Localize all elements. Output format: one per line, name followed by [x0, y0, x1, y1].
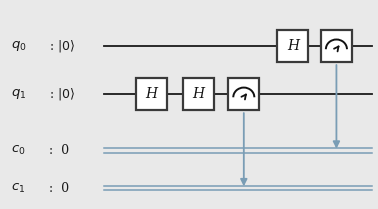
Text: H: H [287, 39, 299, 53]
Bar [136, 78, 167, 110]
Bar [277, 30, 308, 62]
Text: : $|0\rangle$: : $|0\rangle$ [49, 38, 75, 54]
Text: $c_1$: $c_1$ [11, 182, 26, 195]
Text: $c_0$: $c_0$ [11, 144, 26, 157]
Text: $q_1$: $q_1$ [11, 87, 27, 101]
Bar [321, 30, 352, 62]
Text: :  0: : 0 [49, 144, 69, 157]
Text: : $|0\rangle$: : $|0\rangle$ [49, 86, 75, 102]
Text: $q_0$: $q_0$ [11, 39, 27, 53]
Bar [228, 78, 259, 110]
Bar [183, 78, 214, 110]
Text: :  0: : 0 [49, 182, 69, 195]
Text: H: H [192, 87, 204, 101]
Text: H: H [145, 87, 157, 101]
